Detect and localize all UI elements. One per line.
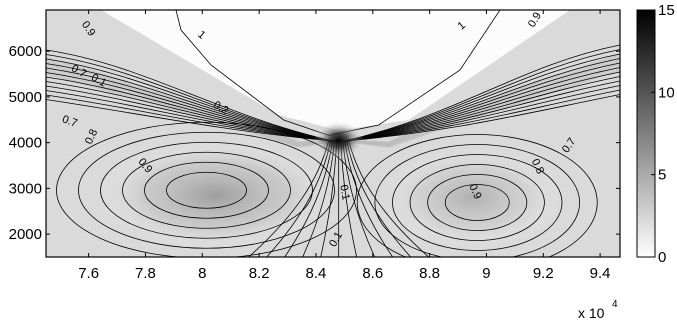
colorbar-gradient xyxy=(636,9,656,258)
left-secondary-maximum xyxy=(96,140,337,251)
contour-line xyxy=(46,67,335,142)
contour-line xyxy=(342,85,620,142)
contour-loop-right xyxy=(392,154,563,251)
contour-loop-right xyxy=(374,144,581,257)
contour-loop-right xyxy=(427,174,528,231)
contour-band xyxy=(338,69,620,148)
contour-loop-left xyxy=(144,161,269,219)
x-tick-label: 9.2 xyxy=(533,265,554,282)
contour-line xyxy=(342,62,620,142)
contour-line xyxy=(46,63,335,142)
x-tick-label: 7.6 xyxy=(78,265,99,282)
contour-line xyxy=(46,72,335,142)
x-tick-label: 9.4 xyxy=(590,265,611,282)
contour-line xyxy=(46,85,335,142)
contour-line xyxy=(342,58,620,142)
contour-line xyxy=(342,67,620,142)
contour-line xyxy=(46,54,335,142)
y-tick-label: 5000 xyxy=(9,89,42,106)
contour-line xyxy=(46,94,335,142)
contour-loop-right xyxy=(444,184,510,221)
contour-band xyxy=(338,60,620,146)
colorbar-tick-label: 10 xyxy=(658,84,675,101)
contour-line xyxy=(342,94,620,142)
y-tick-label: 2000 xyxy=(9,226,42,243)
contour-line xyxy=(175,10,501,136)
y-tick-label: 6000 xyxy=(9,43,42,60)
x-axis: 7.6 7.8 8 8.2 8.4 8.6 8.8 9 9.2 9.4 xyxy=(78,10,611,282)
y-tick-label: 4000 xyxy=(9,135,42,152)
contour-line xyxy=(342,71,620,142)
x-tick-label: 7.8 xyxy=(135,265,156,282)
contour-line xyxy=(342,49,620,142)
contour-line xyxy=(46,90,335,142)
low-value-region xyxy=(101,10,570,131)
contour-line xyxy=(342,44,620,142)
x-tick-label: 8.2 xyxy=(249,265,270,282)
y-tick-label: 3000 xyxy=(9,180,42,197)
x-tick-label: 8.4 xyxy=(306,265,327,282)
x-axis-multiplier: x 10 4 xyxy=(578,299,618,321)
central-peak xyxy=(312,120,365,161)
contour-loop-left xyxy=(100,141,313,239)
contour-line xyxy=(46,99,335,142)
contour-line xyxy=(342,80,620,142)
x-multiplier-exponent: 4 xyxy=(612,299,618,310)
colorbar-tick-label: 0 xyxy=(658,249,666,266)
contour-label: 0.1 xyxy=(337,184,351,201)
contour-band xyxy=(338,66,620,147)
contour-line xyxy=(342,89,620,142)
right-secondary-maximum xyxy=(382,147,563,248)
contour-loop-right xyxy=(409,164,545,241)
contour-loop-left xyxy=(166,171,247,209)
x-tick-label: 8.8 xyxy=(419,265,440,282)
colorbar-tick-label: 15 xyxy=(658,2,675,19)
y-axis: 2000 3000 4000 5000 6000 xyxy=(9,43,620,243)
contour-line xyxy=(46,49,335,142)
heatmap-plot-area: 0.90.10.70.20.70.80.911 0.90.10.10.90.80.… xyxy=(46,10,620,257)
contour-line xyxy=(342,76,620,142)
contour-label: 0.7 xyxy=(61,113,79,130)
contour-label: 0.8 xyxy=(83,127,100,146)
contour-loop-left xyxy=(56,121,357,257)
x-tick-label: 8.6 xyxy=(362,265,383,282)
contour-band xyxy=(338,57,620,145)
contour-loop-left xyxy=(122,151,291,229)
contour-loop-right xyxy=(356,134,598,257)
contour-label: 0.8 xyxy=(529,157,546,176)
colorbar-ticks: 0 5 10 15 xyxy=(651,2,675,266)
colorbar: 0 5 10 15 xyxy=(636,2,675,266)
x-tick-label: 8 xyxy=(198,265,206,282)
contour-line xyxy=(46,58,335,142)
contour-loop-left xyxy=(78,131,335,249)
contour-lines xyxy=(46,10,620,257)
contour-label: 0.9 xyxy=(466,182,483,201)
colorbar-tick-label: 5 xyxy=(658,167,666,184)
plot-frame xyxy=(45,9,621,258)
x-tick-label: 9 xyxy=(482,265,490,282)
x-multiplier-label: x 10 xyxy=(578,305,605,321)
contour-line xyxy=(342,53,620,142)
